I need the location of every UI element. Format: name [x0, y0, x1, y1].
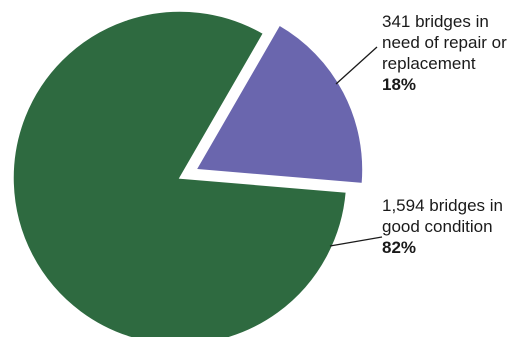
- callout-label-repair: 341 bridges in need of repair or replaceme…: [382, 12, 507, 94]
- callout-leader-line: [329, 236, 383, 247]
- pie-slice-repair: [194, 24, 364, 185]
- callout-line: good condition: [382, 217, 493, 236]
- callout-line: need of repair or: [382, 33, 507, 52]
- pie-callouts: 341 bridges in need of repair or replaceme…: [329, 12, 507, 257]
- callout-label-good: 1,594 bridges in good condition 82%: [382, 196, 503, 257]
- pie-slices: [12, 10, 364, 337]
- callout-percent: 18%: [382, 75, 416, 94]
- callout-line: replacement: [382, 54, 476, 73]
- pie-slice-good: [12, 10, 348, 337]
- callout-percent: 82%: [382, 238, 416, 257]
- callout-leader-line: [335, 46, 378, 85]
- callout-line: 1,594 bridges in: [382, 196, 503, 215]
- callout-line: 341 bridges in: [382, 12, 489, 31]
